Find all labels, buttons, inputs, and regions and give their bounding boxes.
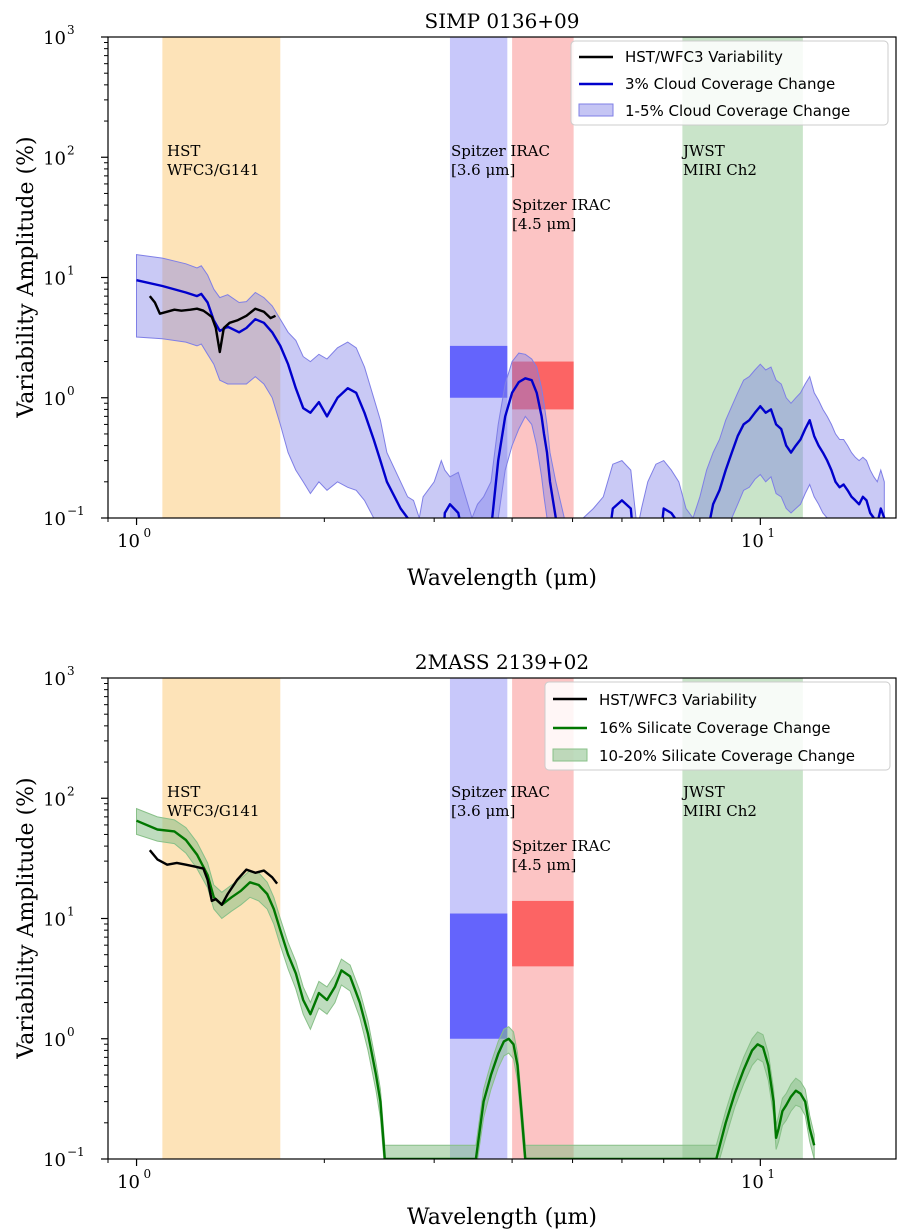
legend-label-hst: HST/WFC3 Variability [599, 691, 757, 709]
legend-box [570, 40, 889, 126]
band-labels: HST WFC3/G141 Spitzer IRAC [3.6 μm] Spit… [167, 142, 757, 233]
y-tick-label: 10 [43, 269, 66, 290]
y-tick-exponent: −1 [67, 1145, 85, 1159]
x-axis-label: Wavelength (μm) [407, 1205, 597, 1230]
observed-box-1 [512, 900, 574, 967]
band-label-jwst-line2: MIRI Ch2 [683, 161, 757, 179]
legend-label-hst: HST/WFC3 Variability [625, 48, 783, 66]
band-1 [449, 37, 508, 518]
y-tick-label: 10 [43, 669, 66, 690]
chart-title: SIMP 0136+09 [425, 9, 580, 33]
legend-label-model-range: 10-20% Silicate Coverage Change [599, 747, 855, 765]
series-line-1 [136, 279, 886, 518]
observed-box-0 [449, 913, 508, 1039]
y-tick-label: 10 [43, 1150, 66, 1171]
legend-label-model-line: 3% Cloud Coverage Change [625, 75, 835, 93]
series-lines [136, 279, 886, 518]
band-label-irac45-line1: Spitzer IRAC [512, 196, 611, 214]
legend-box [544, 681, 891, 771]
y-tick-exponent: −1 [67, 504, 85, 518]
band-2 [512, 37, 574, 518]
band-label-irac45-line2: [4.5 μm] [512, 856, 576, 874]
series-range-fill-1 [136, 254, 885, 518]
band-0 [162, 37, 281, 518]
y-tick-exponent: 0 [67, 1025, 75, 1039]
chart-panel-simp: HST WFC3/G141 Spitzer IRAC [3.6 μm] Spit… [14, 9, 897, 591]
band-label-irac45-line2: [4.5 μm] [512, 215, 576, 233]
band-label-irac36-line1: Spitzer IRAC [451, 783, 550, 801]
chart-title: 2MASS 2139+02 [415, 650, 589, 674]
y-tick-exponent: 2 [67, 143, 75, 157]
x-tick-label: 10 [117, 1172, 140, 1193]
legend-label-model-range: 1-5% Cloud Coverage Change [625, 102, 850, 120]
series-lines [136, 819, 816, 1159]
band-label-irac45-line1: Spitzer IRAC [512, 837, 611, 855]
series-line-1 [136, 819, 816, 1159]
observed-box-1 [512, 361, 574, 410]
x-axis-ticks: 10 0 10 1 [107, 518, 775, 552]
x-tick-label: 10 [741, 531, 764, 552]
x-tick-label: 10 [741, 1172, 764, 1193]
legend: HST/WFC3 Variability 16% Silicate Covera… [544, 681, 891, 771]
legend-swatch-model-range [552, 748, 588, 762]
series-line-0 [148, 849, 279, 906]
y-tick-label: 10 [43, 148, 66, 169]
model-range-fill [136, 254, 885, 518]
y-tick-exponent: 0 [67, 384, 75, 398]
y-tick-label: 10 [43, 28, 66, 49]
x-tick-exponent: 0 [144, 1167, 152, 1181]
y-tick-label: 10 [43, 789, 66, 810]
x-axis-ticks: 10 0 10 1 [107, 1159, 775, 1193]
band-labels: HST WFC3/G141 Spitzer IRAC [3.6 μm] Spit… [167, 783, 757, 874]
y-tick-exponent: 2 [67, 784, 75, 798]
model-range-fill [136, 807, 815, 1159]
x-tick-exponent: 1 [767, 1167, 775, 1181]
y-axis-label: Variability Amplitude (%) [14, 136, 39, 418]
y-axis-label: Variability Amplitude (%) [14, 777, 39, 1059]
x-axis-label: Wavelength (μm) [407, 566, 597, 591]
y-tick-exponent: 3 [67, 664, 75, 678]
series-range-fill-1 [136, 807, 815, 1159]
band-label-jwst-line2: MIRI Ch2 [683, 802, 757, 820]
band-label-jwst-line1: JWST [681, 142, 725, 160]
x-tick-exponent: 1 [767, 526, 775, 540]
series-line-0 [148, 295, 277, 354]
y-tick-exponent: 3 [67, 23, 75, 37]
band-label-hst-line2: WFC3/G141 [167, 161, 260, 179]
observed-box-0 [449, 345, 508, 398]
x-tick-exponent: 0 [144, 526, 152, 540]
band-label-hst-line1: HST [167, 783, 200, 801]
legend-label-model-line: 16% Silicate Coverage Change [599, 719, 831, 737]
legend-swatch-model-range [578, 103, 614, 117]
x-tick-label: 10 [117, 531, 140, 552]
band-label-irac36-line2: [3.6 μm] [451, 161, 515, 179]
y-tick-label: 10 [43, 1030, 66, 1051]
y-tick-label: 10 [43, 910, 66, 931]
band-label-irac36-line2: [3.6 μm] [451, 802, 515, 820]
y-tick-exponent: 1 [67, 905, 75, 919]
band-label-jwst-line1: JWST [681, 783, 725, 801]
band-label-hst-line2: WFC3/G141 [167, 802, 260, 820]
band-label-irac36-line1: Spitzer IRAC [451, 142, 550, 160]
chart-panel-2mass: HST WFC3/G141 Spitzer IRAC [3.6 μm] Spit… [14, 650, 897, 1230]
y-tick-label: 10 [43, 509, 66, 530]
legend: HST/WFC3 Variability 3% Cloud Coverage C… [570, 40, 889, 126]
y-tick-exponent: 1 [67, 264, 75, 278]
band-label-hst-line1: HST [167, 142, 200, 160]
y-tick-label: 10 [43, 389, 66, 410]
